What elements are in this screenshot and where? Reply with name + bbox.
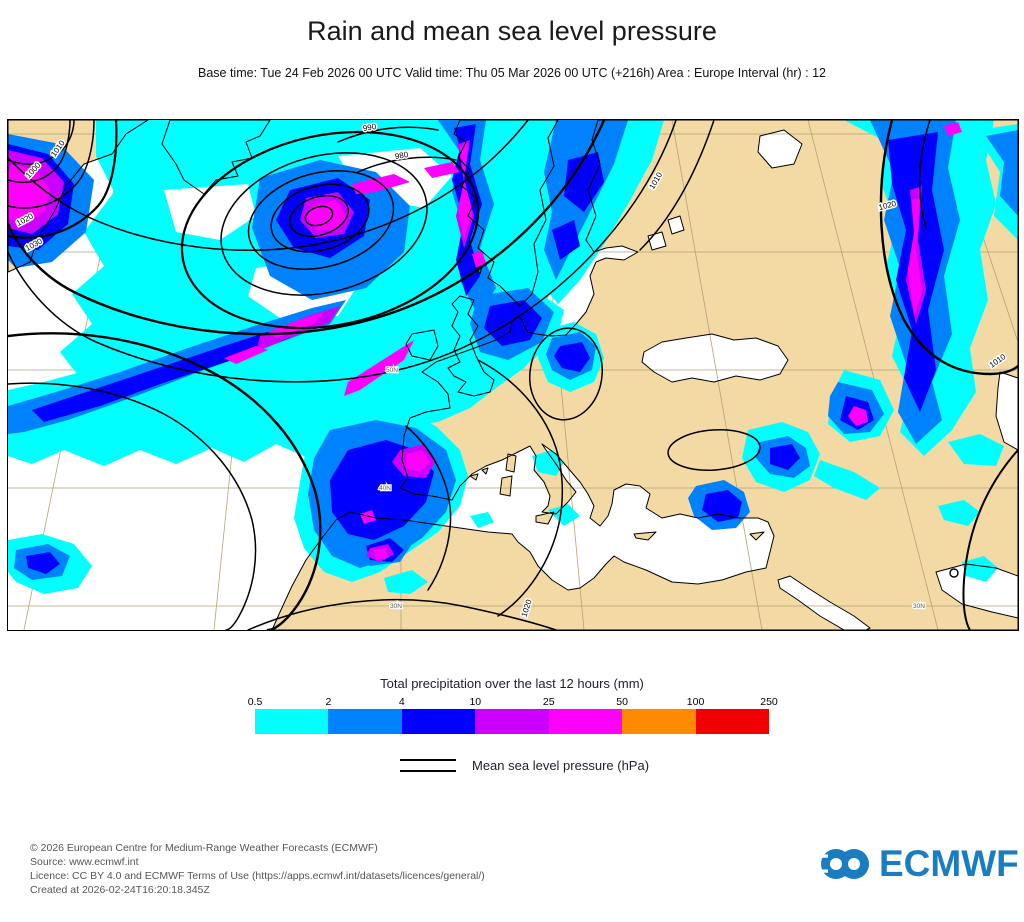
legend-swatch [622,709,696,734]
source-line: Source: www.ecmwf.int [30,855,139,868]
legend-swatch [475,709,549,734]
legend-tick: 25 [542,696,555,708]
legend-tick: 100 [686,696,705,708]
weather-map: 1010 1000 1020 1030 990 980 1010 1020 10… [7,119,1019,631]
legend-tick: 4 [398,696,405,708]
licence-line: Licence: CC BY 4.0 and ECMWF Terms of Us… [30,869,485,882]
ecmwf-logo-mark [816,849,869,879]
graticule-label: 30N [913,603,925,610]
legend-tick: 10 [469,696,482,708]
precipitation-layer [8,120,1018,594]
graticule-labels: 50N 40N 30N 30N [378,366,927,612]
legend-swatch [255,709,329,734]
legend-tick: 250 [760,696,778,708]
pressure-legend: Mean sea level pressure (hPa) [400,758,649,773]
pressure-legend-label: Mean sea level pressure (hPa) [472,758,650,773]
legend-swatch [548,709,623,734]
isobar-layer [8,120,1018,630]
graticule-label: 30N [390,603,402,610]
legend-tick: 50 [616,696,628,708]
graticule-label: 40N [379,485,391,492]
isobar-label: 980 [394,150,409,161]
map-subtitle: Base time: Tue 24 Feb 2026 00 UTC Valid … [198,66,826,80]
precipitation-legend-ticks: 0.5 2 4 10 25 50 100 250 [248,696,778,708]
legend-tick: 0.5 [247,696,263,708]
precipitation-legend-title: Total precipitation over the last 12 hou… [380,676,644,691]
isobar-line-symbol [400,759,456,772]
page-title: Rain and mean sea level pressure [307,16,717,46]
created-line: Created at 2026-02-24T16:20:18.345Z [30,883,210,896]
legend-swatch [401,709,476,734]
legend-swatch [328,709,402,734]
isobar-label: 990 [362,122,377,133]
legend-swatch [695,709,769,734]
ecmwf-logo-text: ECMWF [879,843,1019,884]
ecmwf-logo: ECMWF [816,842,1019,886]
legend-tick: 2 [325,696,332,708]
graticule-label: 50N [386,367,398,374]
precipitation-color-bar [255,709,769,734]
footer: © 2026 European Centre for Medium-Range … [30,842,485,897]
copyright-line: © 2026 European Centre for Medium-Range … [30,842,378,854]
